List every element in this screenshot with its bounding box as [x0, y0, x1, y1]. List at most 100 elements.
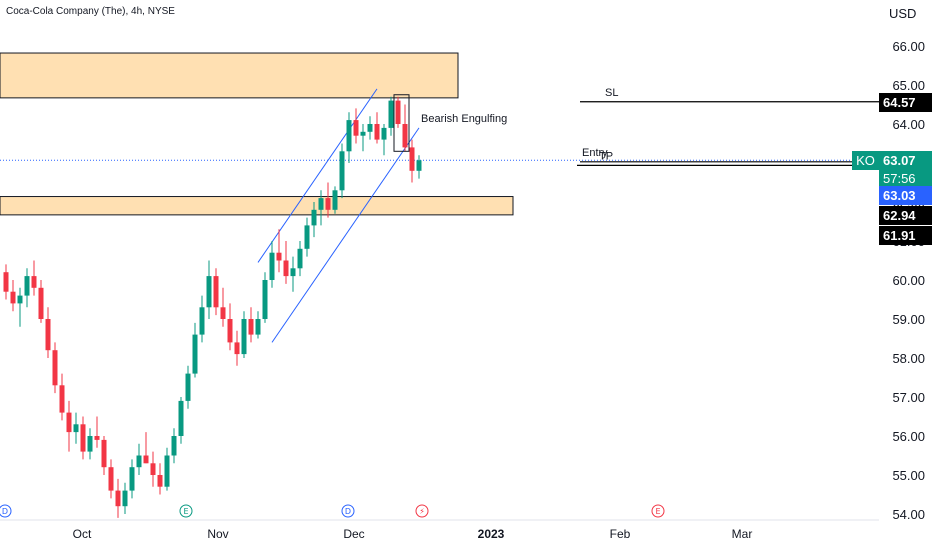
- candle-body[interactable]: [87, 436, 93, 452]
- candle-body[interactable]: [108, 467, 114, 491]
- candle-body[interactable]: [381, 127, 387, 140]
- candle-body[interactable]: [59, 385, 65, 413]
- candle-body[interactable]: [192, 334, 198, 374]
- candle-body[interactable]: [157, 475, 163, 487]
- channel-line-upper[interactable]: [257, 88, 378, 263]
- upper-resistance-zone[interactable]: [0, 52, 459, 99]
- entry-price-tag: 63.03: [879, 186, 932, 205]
- candle-body[interactable]: [409, 147, 415, 171]
- candle-body[interactable]: [353, 120, 359, 136]
- candle-body[interactable]: [122, 490, 128, 507]
- candle-body[interactable]: [360, 131, 366, 136]
- candle-body[interactable]: [80, 424, 86, 452]
- candle-body[interactable]: [3, 272, 9, 292]
- candle-body[interactable]: [31, 276, 37, 288]
- lower-support-zone[interactable]: [0, 196, 514, 216]
- currency-label: USD: [889, 6, 917, 21]
- candle-body[interactable]: [24, 276, 30, 296]
- level-label-entry: Entry: [582, 147, 608, 159]
- candle-body[interactable]: [220, 307, 226, 319]
- annotation-layer: Bearish Engulfing: [393, 94, 507, 152]
- symbol-title: Coca-Cola Company (The), 4h, NYSE: [6, 6, 175, 17]
- channel-layer: [257, 88, 420, 343]
- x-axis[interactable]: Oct Nov Dec 2023 Feb Mar: [0, 519, 879, 541]
- candle-body[interactable]: [339, 151, 345, 191]
- event-marker-label: E: [655, 507, 660, 516]
- candle-body[interactable]: [136, 455, 142, 468]
- event-marker-label: D: [2, 507, 8, 516]
- candle-body[interactable]: [73, 424, 79, 433]
- y-tick-label: 56.00: [892, 429, 925, 444]
- candle-body[interactable]: [262, 280, 268, 319]
- candle-body[interactable]: [332, 190, 338, 210]
- candle-body[interactable]: [94, 436, 100, 440]
- event-marker-label: ⚡: [419, 507, 425, 516]
- bearish-engulfing-label: Bearish Engulfing: [421, 113, 507, 125]
- candle-body[interactable]: [10, 291, 16, 304]
- candle-body[interactable]: [66, 412, 72, 433]
- x-tick-label: 2023: [478, 527, 505, 541]
- candle-body[interactable]: [17, 295, 23, 304]
- candle-body[interactable]: [129, 467, 135, 491]
- candle-body[interactable]: [45, 319, 51, 351]
- y-tick-label: 64.00: [892, 117, 925, 132]
- event-marker-label: E: [183, 507, 188, 516]
- candle-body[interactable]: [234, 342, 240, 355]
- candle-body[interactable]: [346, 120, 352, 152]
- level-label-sl: SL: [605, 87, 618, 99]
- candle-body[interactable]: [227, 319, 233, 343]
- candle-body[interactable]: [178, 400, 184, 436]
- candle-body[interactable]: [297, 248, 303, 269]
- candle-body[interactable]: [150, 463, 156, 475]
- event-marker-icon[interactable]: [651, 504, 665, 518]
- candle-body[interactable]: [276, 252, 282, 261]
- candle-body[interactable]: [143, 455, 149, 464]
- candle-body[interactable]: [38, 287, 44, 319]
- candle-body[interactable]: [164, 455, 170, 487]
- event-marker-label: D: [345, 507, 351, 516]
- channel-line-lower[interactable]: [271, 127, 420, 343]
- event-marker-icon[interactable]: [179, 504, 193, 518]
- candle-body[interactable]: [374, 124, 380, 140]
- y-tick-label: 59.00: [892, 312, 925, 327]
- candle-body[interactable]: [255, 319, 261, 335]
- candle-body[interactable]: [241, 319, 247, 355]
- x-tick-label: Oct: [73, 527, 92, 541]
- candle-body[interactable]: [269, 252, 275, 280]
- candle-body[interactable]: [171, 436, 177, 456]
- candle-body[interactable]: [416, 160, 422, 171]
- candle-body[interactable]: [52, 350, 58, 386]
- event-marker-icon[interactable]: [0, 504, 12, 518]
- candle-body[interactable]: [325, 198, 331, 210]
- candle-body[interactable]: [367, 124, 373, 132]
- bar-countdown-tag: 57:56: [879, 169, 932, 188]
- candle-body[interactable]: [185, 373, 191, 401]
- candle-body[interactable]: [304, 225, 310, 249]
- candle-body[interactable]: [402, 124, 408, 148]
- candle-body[interactable]: [213, 276, 219, 308]
- candle-body[interactable]: [388, 100, 394, 128]
- candle-body[interactable]: [395, 100, 401, 124]
- candle-body[interactable]: [283, 260, 289, 277]
- candle-body[interactable]: [311, 209, 317, 226]
- y-tick-label: 54.00: [892, 507, 925, 522]
- candle-body[interactable]: [290, 268, 296, 277]
- y-tick-label: 66.00: [892, 39, 925, 54]
- candle-body[interactable]: [199, 307, 205, 335]
- candle-body[interactable]: [318, 198, 324, 210]
- bearish-engulfing-box[interactable]: [393, 94, 410, 152]
- candle-body[interactable]: [101, 439, 107, 468]
- candle-body[interactable]: [248, 319, 254, 335]
- x-tick-label: Dec: [343, 527, 364, 541]
- y-tick-label: 57.00: [892, 390, 925, 405]
- candle-body[interactable]: [206, 276, 212, 308]
- ticker-badge: KO: [852, 151, 879, 170]
- y-tick-label: 58.00: [892, 351, 925, 366]
- event-markers: D E D ⚡ E: [0, 504, 665, 518]
- event-marker-icon[interactable]: [415, 504, 429, 518]
- candle-body[interactable]: [115, 490, 121, 507]
- event-marker-icon[interactable]: [341, 504, 355, 518]
